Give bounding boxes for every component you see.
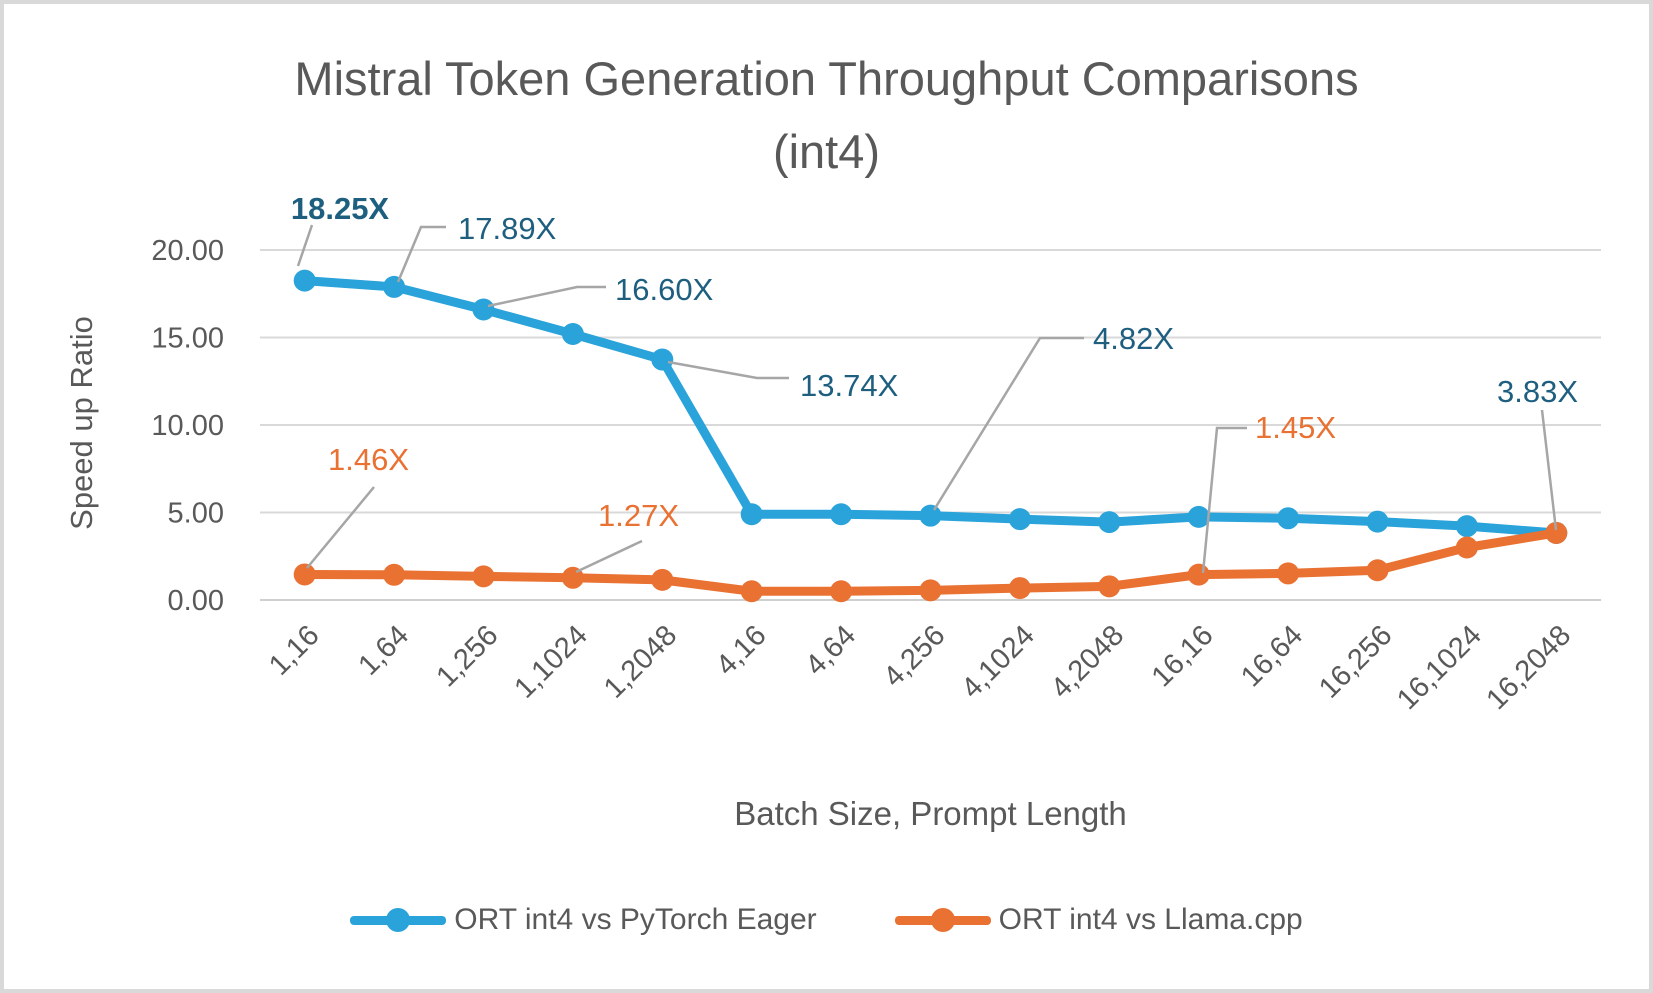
data-label-1.45x: 1.45X — [1255, 410, 1336, 445]
data-point — [1277, 507, 1300, 530]
x-tick-label: 16,16 — [1146, 619, 1220, 693]
legend-label-series2: ORT int4 vs Llama.cpp — [998, 903, 1303, 936]
data-label-4.82x: 4.82X — [1093, 321, 1174, 356]
data-point — [1455, 515, 1478, 538]
y-axis-title: Speed up Ratio — [64, 316, 99, 530]
data-point — [919, 579, 942, 602]
data-point — [561, 566, 584, 589]
chart-title-line2: (int4) — [772, 125, 881, 178]
data-point — [740, 503, 763, 526]
x-tick-label: 1,256 — [431, 619, 505, 693]
data-point — [1098, 575, 1121, 598]
data-point — [1187, 563, 1210, 586]
annotation-leader-line — [306, 486, 375, 569]
chart-legend: ORT int4 vs PyTorch Eager ORT int4 vs Ll… — [0, 903, 1653, 937]
annotation-leader-line — [487, 285, 606, 308]
data-point — [830, 503, 853, 526]
data-label-16.60x: 16.60X — [615, 272, 714, 307]
data-label-1.46x: 1.46X — [328, 442, 409, 477]
legend-item-series1: ORT int4 vs PyTorch Eager — [350, 903, 817, 937]
data-point — [1366, 510, 1389, 533]
x-tick-label: 4,64 — [800, 619, 863, 682]
data-point — [651, 568, 674, 591]
x-tick-label: 4,1024 — [955, 619, 1040, 704]
data-point — [293, 563, 316, 586]
x-tick-label: 4,2048 — [1045, 619, 1130, 704]
chart-title: Mistral Token Generation Throughput Comp… — [0, 42, 1653, 188]
x-tick-label: 16,2048 — [1480, 619, 1577, 716]
data-point — [919, 504, 942, 527]
data-label-13.74x: 13.74X — [800, 368, 899, 403]
legend-item-series2: ORT int4 vs Llama.cpp — [894, 903, 1303, 937]
x-tick-label: 16,64 — [1235, 619, 1309, 693]
data-point — [830, 580, 853, 603]
annotation-leader-line — [1201, 426, 1247, 574]
data-point — [651, 348, 674, 371]
series-line-0 — [300, 276, 1561, 538]
x-tick-label: 1,16 — [263, 619, 326, 682]
annotation-leader-line — [396, 225, 446, 283]
x-tick-label: 1,64 — [353, 619, 416, 682]
x-tick-label: 4,16 — [710, 619, 773, 682]
legend-label-series1: ORT int4 vs PyTorch Eager — [454, 903, 817, 936]
data-point — [1277, 562, 1300, 585]
data-point — [383, 563, 406, 586]
y-tick-label: 20.00 — [151, 235, 224, 267]
x-axis-title: Batch Size, Prompt Length — [734, 795, 1127, 832]
annotation-leader-line — [296, 224, 314, 267]
legend-marker-blue-icon — [350, 908, 447, 932]
data-point — [472, 298, 495, 321]
data-point — [1455, 536, 1478, 559]
data-point — [383, 275, 406, 298]
data-point — [1366, 559, 1389, 582]
legend-marker-orange-icon — [894, 908, 991, 932]
data-label-17.89x: 17.89X — [458, 211, 557, 246]
data-point — [472, 565, 495, 588]
data-point — [1098, 511, 1121, 534]
chart-title-line1: Mistral Token Generation Throughput Comp… — [294, 52, 1359, 105]
data-point — [561, 323, 584, 345]
annotation-leader-line — [1540, 409, 1558, 531]
y-tick-label: 5.00 — [168, 498, 224, 530]
data-point — [740, 580, 763, 603]
y-tick-label: 10.00 — [151, 410, 224, 442]
y-tick-label: 0.00 — [168, 585, 224, 617]
data-label-3.83x: 3.83X — [1497, 374, 1578, 409]
annotation-leader-line — [932, 336, 1084, 511]
x-tick-label: 1,2048 — [598, 619, 683, 704]
x-tick-label: 16,256 — [1313, 619, 1398, 704]
x-tick-label: 1,1024 — [508, 619, 593, 704]
data-label-1.27x: 1.27X — [598, 498, 679, 533]
data-point — [1008, 577, 1031, 600]
data-point — [1008, 508, 1031, 531]
annotation-leader-line — [667, 360, 789, 380]
x-tick-label: 4,256 — [878, 619, 952, 693]
x-tick-label: 16,1024 — [1391, 619, 1488, 716]
data-point — [1187, 505, 1210, 528]
y-tick-label: 15.00 — [151, 323, 224, 355]
data-label-18.25x: 18.25X — [291, 191, 390, 226]
data-point — [293, 269, 316, 292]
annotation-leader-line — [575, 539, 643, 574]
data-point — [1545, 521, 1568, 544]
